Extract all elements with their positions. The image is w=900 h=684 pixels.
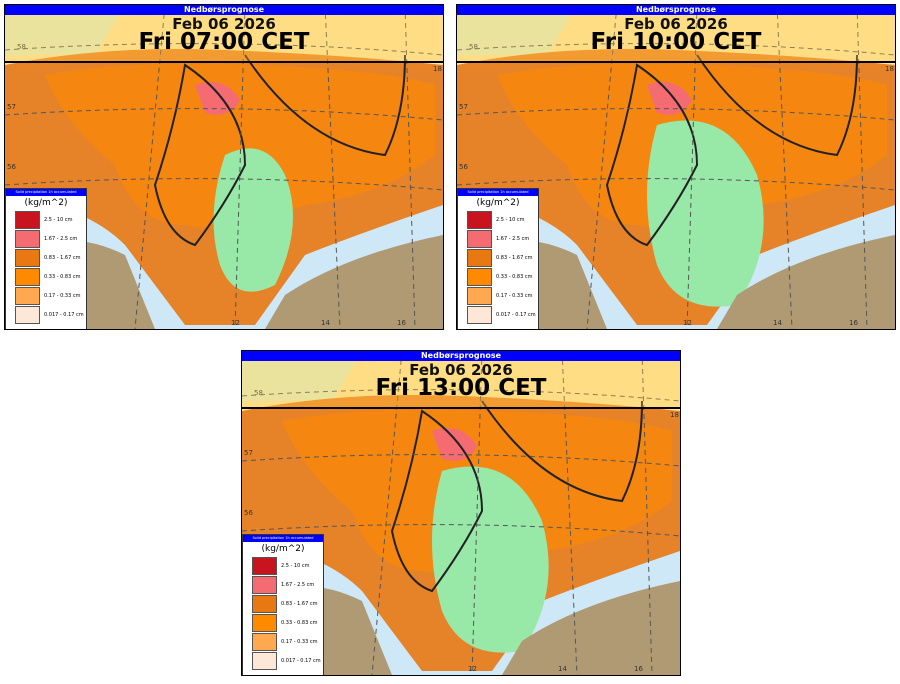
forecast-time: Fri 10:00 CET	[590, 29, 762, 55]
legend-label: 0.17 - 0.33 cm	[496, 292, 533, 299]
map-title: Nedbørsprognose	[242, 351, 680, 361]
lon-tick: 16	[634, 665, 643, 673]
lat-tick: 57	[244, 449, 253, 457]
legend-swatch	[252, 651, 277, 670]
legend-item: 0.17 - 0.33 cm	[243, 632, 323, 651]
legend: Solid precipitation 1h accumulated (kg/m…	[242, 534, 324, 675]
legend-item: 0.33 - 0.83 cm	[458, 267, 538, 286]
map-title: Nedbørsprognose	[457, 5, 895, 15]
lon-tick: 12	[468, 665, 477, 673]
legend-item: 2.5 - 10 cm	[458, 210, 538, 229]
legend-swatch	[467, 305, 492, 324]
legend-title: Solid precipitation 1h accumulated	[6, 189, 86, 196]
legend: Solid precipitation 1h accumulated (kg/m…	[457, 188, 539, 329]
legend-swatch	[15, 210, 40, 229]
lon-tick: 16	[397, 319, 406, 327]
legend-swatch	[15, 229, 40, 248]
map-title: Nedbørsprognose	[5, 5, 443, 15]
legend-label: 0.17 - 0.33 cm	[281, 638, 318, 645]
legend-item: 0.17 - 0.33 cm	[6, 286, 86, 305]
lat-tick: 56	[244, 509, 253, 517]
forecast-panel: 58 57 56 12 14 16 18 Nedbørsprognose Feb…	[4, 4, 444, 330]
legend-item: 1.67 - 2.5 cm	[6, 229, 86, 248]
legend: Solid precipitation 1h accumulated (kg/m…	[5, 188, 87, 329]
legend-swatch	[15, 248, 40, 267]
legend-label: 2.5 - 10 cm	[281, 562, 310, 569]
forecast-panel: 58 57 56 12 14 16 18 Nedbørsprognose Feb…	[456, 4, 896, 330]
lat-tick: 58	[17, 43, 26, 51]
forecast-date: Feb 06 2026	[624, 15, 728, 33]
legend-label: 2.5 - 10 cm	[496, 216, 525, 223]
legend-label: 0.83 - 1.67 cm	[44, 254, 81, 261]
legend-item: 2.5 - 10 cm	[6, 210, 86, 229]
legend-title: Solid precipitation 1h accumulated	[243, 535, 323, 542]
legend-label: 0.017 - 0.17 cm	[496, 311, 536, 318]
legend-label: 0.83 - 1.67 cm	[281, 600, 318, 607]
lat-tick: 56	[459, 163, 468, 171]
legend-item: 1.67 - 2.5 cm	[243, 575, 323, 594]
lon-tick: 14	[773, 319, 782, 327]
legend-label: 1.67 - 2.5 cm	[496, 235, 530, 242]
legend-swatch	[467, 267, 492, 286]
legend-item: 1.67 - 2.5 cm	[458, 229, 538, 248]
legend-swatch	[467, 210, 492, 229]
legend-label: 1.67 - 2.5 cm	[281, 581, 315, 588]
legend-item: 0.017 - 0.17 cm	[458, 305, 538, 324]
legend-swatch	[252, 556, 277, 575]
lon-tick: 14	[321, 319, 330, 327]
legend-item: 0.83 - 1.67 cm	[458, 248, 538, 267]
lat-tick: 57	[459, 103, 468, 111]
legend-label: 0.33 - 0.83 cm	[44, 273, 81, 280]
legend-label: 0.17 - 0.33 cm	[44, 292, 81, 299]
legend-item: 0.33 - 0.83 cm	[243, 613, 323, 632]
legend-item: 0.33 - 0.83 cm	[6, 267, 86, 286]
legend-label: 0.33 - 0.83 cm	[281, 619, 318, 626]
lon-tick: 12	[683, 319, 692, 327]
legend-item: 0.017 - 0.17 cm	[243, 651, 323, 670]
legend-label: 0.83 - 1.67 cm	[496, 254, 533, 261]
lon-tick: 18	[885, 65, 894, 73]
legend-label: 1.67 - 2.5 cm	[44, 235, 78, 242]
legend-swatch	[15, 286, 40, 305]
legend-swatch	[15, 267, 40, 286]
legend-title: Solid precipitation 1h accumulated	[458, 189, 538, 196]
legend-swatch	[467, 248, 492, 267]
legend-swatch	[15, 305, 40, 324]
legend-units: (kg/m^2)	[24, 198, 68, 208]
lat-tick: 56	[7, 163, 16, 171]
legend-units: (kg/m^2)	[261, 544, 305, 554]
lat-tick: 58	[469, 43, 478, 51]
forecast-time: Fri 13:00 CET	[375, 375, 547, 401]
title-band	[242, 361, 680, 409]
legend-label: 0.017 - 0.17 cm	[281, 657, 321, 664]
lon-tick: 18	[670, 411, 679, 419]
legend-item: 0.017 - 0.17 cm	[6, 305, 86, 324]
legend-label: 0.33 - 0.83 cm	[496, 273, 533, 280]
legend-swatch	[252, 632, 277, 651]
legend-item: 0.83 - 1.67 cm	[6, 248, 86, 267]
legend-item: 2.5 - 10 cm	[243, 556, 323, 575]
legend-label: 0.017 - 0.17 cm	[44, 311, 84, 318]
legend-swatch	[252, 575, 277, 594]
forecast-date: Feb 06 2026	[172, 15, 276, 33]
lat-tick: 58	[254, 389, 263, 397]
legend-swatch	[467, 229, 492, 248]
legend-swatch	[252, 594, 277, 613]
legend-swatch	[252, 613, 277, 632]
legend-label: 2.5 - 10 cm	[44, 216, 73, 223]
lon-tick: 14	[558, 665, 567, 673]
legend-units: (kg/m^2)	[476, 198, 520, 208]
lon-tick: 16	[849, 319, 858, 327]
forecast-panel: 58 57 56 12 14 16 18 Nedbørsprognose Feb…	[241, 350, 681, 676]
forecast-time: Fri 07:00 CET	[138, 29, 310, 55]
legend-item: 0.83 - 1.67 cm	[243, 594, 323, 613]
lon-tick: 18	[433, 65, 442, 73]
title-band	[457, 15, 895, 63]
lat-tick: 57	[7, 103, 16, 111]
title-band	[5, 15, 443, 63]
legend-swatch	[467, 286, 492, 305]
lon-tick: 12	[231, 319, 240, 327]
forecast-date: Feb 06 2026	[409, 361, 513, 379]
legend-item: 0.17 - 0.33 cm	[458, 286, 538, 305]
